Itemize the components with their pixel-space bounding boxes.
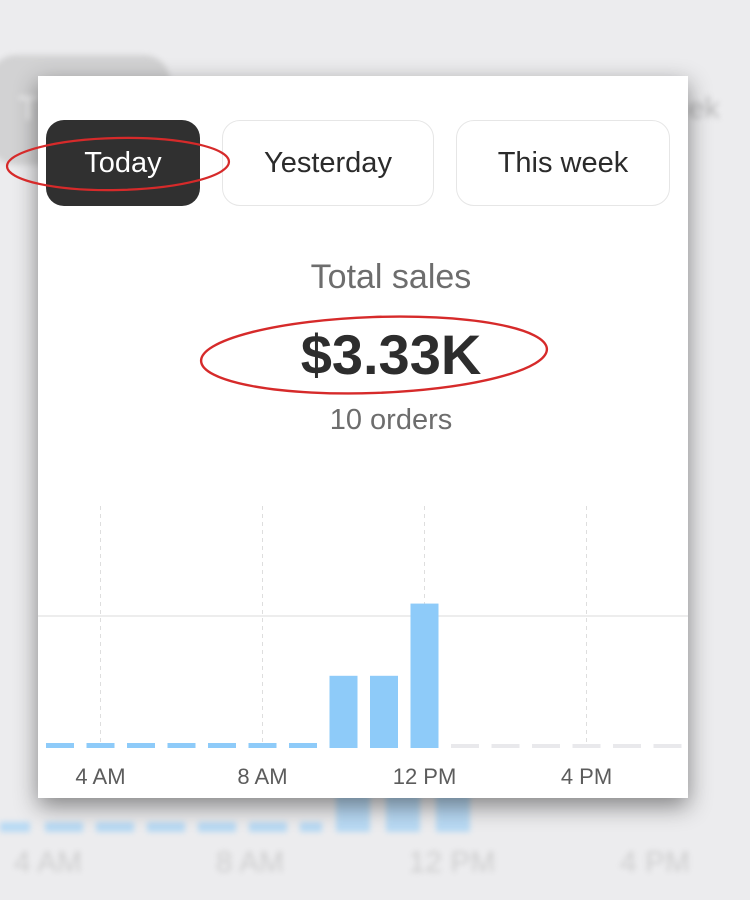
- chart-tick-label: 4 PM: [561, 764, 612, 789]
- chart-tick-label: 8 AM: [237, 764, 287, 789]
- chart-bar[interactable]: [410, 603, 439, 748]
- chart-bar[interactable]: [613, 744, 641, 748]
- chart-bar[interactable]: [653, 744, 682, 748]
- total-sales-value: $3.33K: [300, 323, 482, 386]
- chart-bar[interactable]: [127, 743, 155, 748]
- chart-bar[interactable]: [491, 744, 520, 748]
- background-tab-fragment: ek: [688, 92, 720, 125]
- chart-bar[interactable]: [167, 743, 196, 748]
- background-chart-ticks: 4 AM 8 AM 12 PM 4 PM: [0, 846, 750, 886]
- chart-bar[interactable]: [248, 743, 277, 748]
- chart-bar[interactable]: [451, 744, 479, 748]
- chart-bar[interactable]: [329, 675, 358, 748]
- order-count: 10 orders: [329, 404, 453, 436]
- total-sales-label: Total sales: [310, 258, 472, 296]
- background-tick-label: 12 PM: [408, 846, 496, 879]
- hourly-sales-chart[interactable]: 4 AM 8 AM 12 PM 4 PM: [38, 486, 688, 798]
- background-tab-letter: T: [18, 90, 39, 128]
- chart-bar[interactable]: [532, 744, 560, 748]
- background-tick-label: 4 AM: [13, 846, 83, 879]
- tab-yesterday-label: Yesterday: [264, 146, 392, 179]
- tab-this-week-label: This week: [497, 146, 629, 179]
- chart-tick-label: 12 PM: [393, 764, 457, 789]
- chart-bar[interactable]: [86, 743, 115, 748]
- chart-bar[interactable]: [46, 743, 74, 748]
- chart-bar[interactable]: [208, 743, 236, 748]
- chart-bar[interactable]: [370, 675, 398, 748]
- background-tick-label: 4 PM: [619, 846, 691, 879]
- sales-summary-card: Today Yesterday This week Total sales $3…: [38, 76, 688, 798]
- tab-today-label: Today: [84, 146, 162, 179]
- tab-this-week[interactable]: This week: [456, 120, 670, 206]
- tab-yesterday[interactable]: Yesterday: [222, 120, 434, 206]
- background-tick-label: 8 AM: [215, 846, 285, 879]
- chart-bar[interactable]: [289, 743, 317, 748]
- chart-tick-label: 4 AM: [75, 764, 125, 789]
- tab-today[interactable]: Today: [46, 120, 200, 206]
- chart-bar[interactable]: [572, 744, 601, 748]
